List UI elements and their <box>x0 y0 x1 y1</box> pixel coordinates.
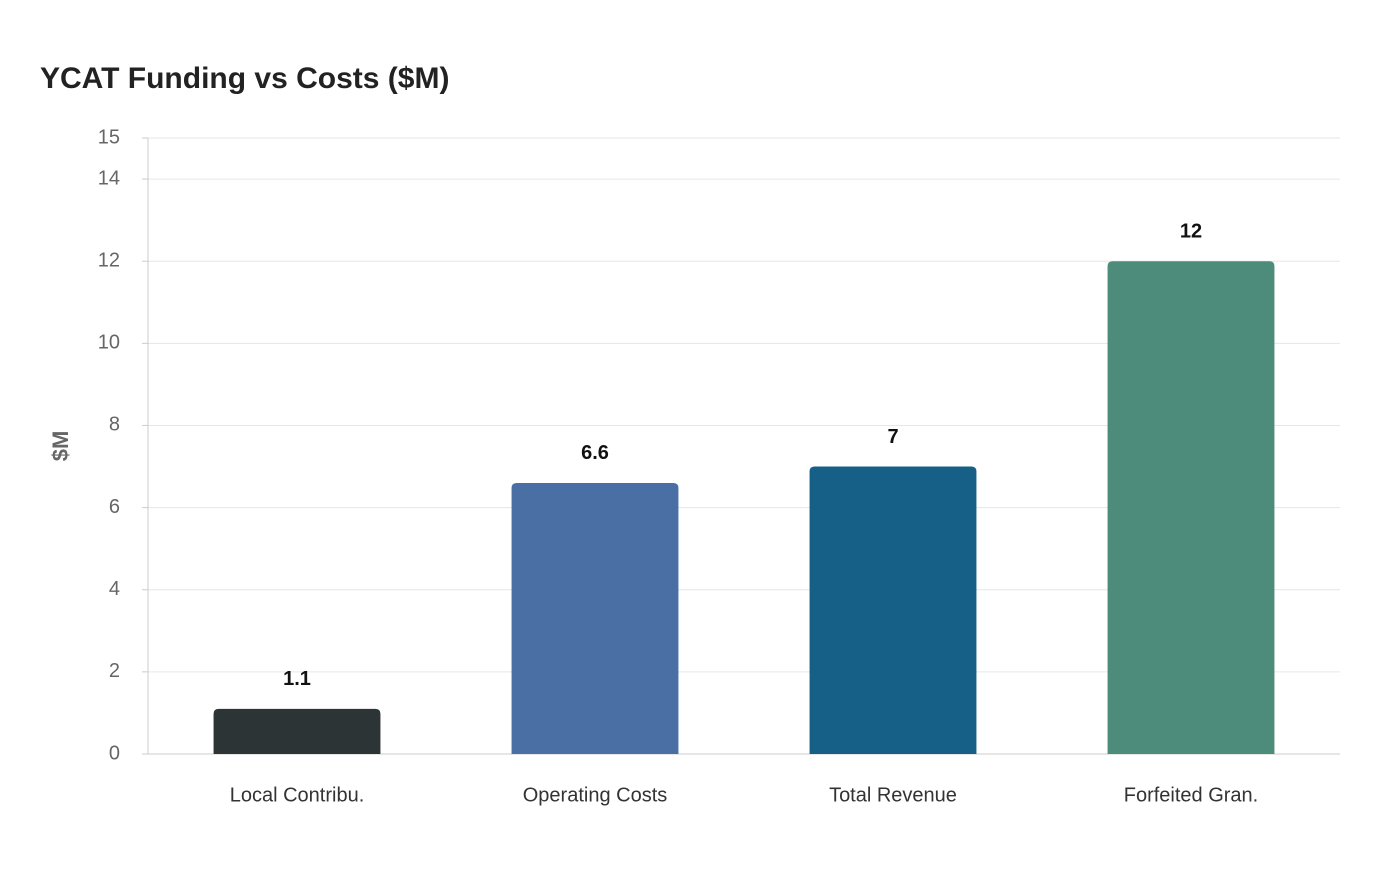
value-label: 7 <box>887 426 898 448</box>
x-tick-label: Forfeited Gran. <box>1124 784 1259 806</box>
y-tick-label: 12 <box>98 249 120 271</box>
bar <box>511 482 679 754</box>
chart-title: YCAT Funding vs Costs ($M) <box>40 62 449 95</box>
value-label: 6.6 <box>581 442 609 464</box>
y-tick-label: 14 <box>98 167 120 189</box>
y-tick-label: 6 <box>109 496 120 518</box>
y-tick-label: 15 <box>98 126 120 148</box>
x-tick-label: Local Contribu. <box>230 784 365 806</box>
y-tick-label: 8 <box>109 414 120 436</box>
bar <box>809 466 977 754</box>
x-tick-label: Operating Costs <box>523 784 668 806</box>
bar <box>213 708 381 754</box>
value-label: 1.1 <box>283 668 311 690</box>
y-tick-label: 2 <box>109 660 120 682</box>
y-tick-label: 0 <box>109 742 120 764</box>
y-axis-label: $M <box>48 431 73 462</box>
bar <box>1107 261 1275 754</box>
x-tick-label: Total Revenue <box>829 784 957 806</box>
y-tick-label: 10 <box>98 332 120 354</box>
y-tick-label: 4 <box>109 578 120 600</box>
value-label: 12 <box>1180 220 1202 242</box>
